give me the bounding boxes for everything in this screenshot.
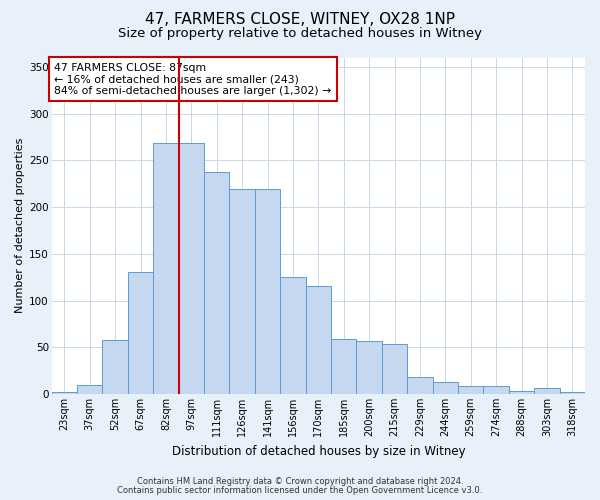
Bar [153, 144, 179, 394]
Bar [255, 190, 280, 394]
Bar [77, 384, 103, 394]
Text: 47 FARMERS CLOSE: 87sqm
← 16% of detached houses are smaller (243)
84% of semi-d: 47 FARMERS CLOSE: 87sqm ← 16% of detache… [55, 62, 332, 96]
Bar [229, 190, 255, 394]
Bar [331, 339, 356, 394]
Bar [103, 340, 128, 394]
Bar [407, 377, 433, 394]
Y-axis label: Number of detached properties: Number of detached properties [15, 138, 25, 314]
Bar [560, 392, 585, 394]
Bar [204, 172, 229, 394]
Bar [382, 344, 407, 394]
Bar [52, 392, 77, 394]
Bar [128, 272, 153, 394]
Bar [356, 340, 382, 394]
Bar [179, 144, 204, 394]
Bar [509, 391, 534, 394]
Bar [305, 286, 331, 394]
Text: Contains HM Land Registry data © Crown copyright and database right 2024.: Contains HM Land Registry data © Crown c… [137, 477, 463, 486]
X-axis label: Distribution of detached houses by size in Witney: Distribution of detached houses by size … [172, 444, 465, 458]
Bar [458, 386, 484, 394]
Bar [280, 277, 305, 394]
Bar [484, 386, 509, 394]
Text: Size of property relative to detached houses in Witney: Size of property relative to detached ho… [118, 28, 482, 40]
Text: Contains public sector information licensed under the Open Government Licence v3: Contains public sector information licen… [118, 486, 482, 495]
Bar [433, 382, 458, 394]
Text: 47, FARMERS CLOSE, WITNEY, OX28 1NP: 47, FARMERS CLOSE, WITNEY, OX28 1NP [145, 12, 455, 28]
Bar [534, 388, 560, 394]
